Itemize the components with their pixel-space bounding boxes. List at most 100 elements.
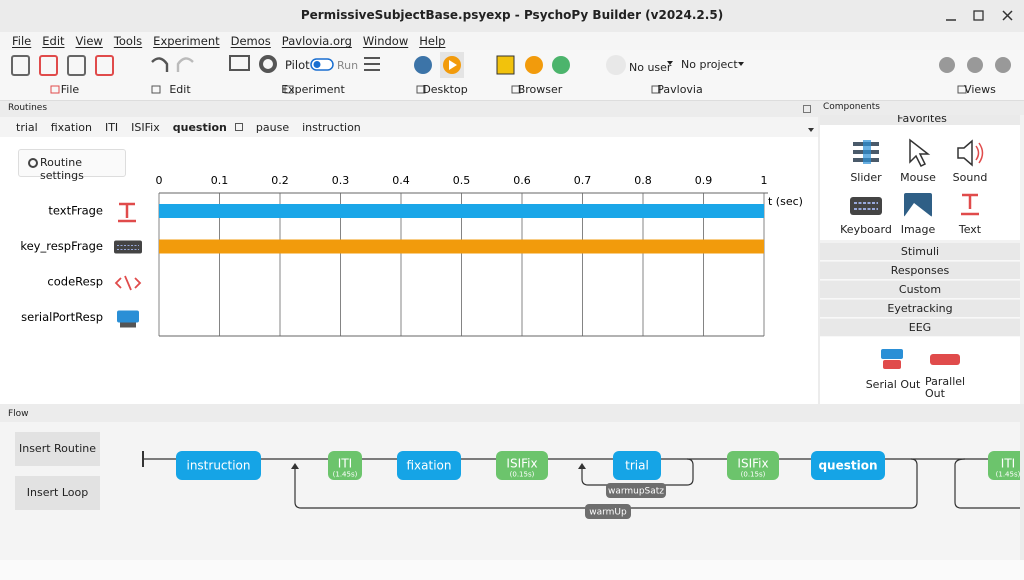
flow-panel: Flow Insert Routine Insert Loop instruction… [0,405,1024,560]
routine-label: ITI [1001,457,1015,471]
routine-label: ISIFix [506,457,537,471]
section-label[interactable]: Desktop [422,83,468,96]
flow-button[interactable]: Insert Routine [15,432,100,466]
routine-label: ISIFix [737,457,768,471]
menu-item[interactable]: Help [419,34,446,48]
run-label[interactable]: Run [337,59,359,72]
component-button-label[interactable]: Mouse [900,171,936,184]
component-button-label[interactable]: Keyboard [840,223,892,236]
slider-knob [863,140,871,164]
category-header[interactable]: Custom [820,281,1020,299]
routine-settings-button[interactable]: Routine settings [18,149,126,182]
runner-icon [364,57,380,71]
routine-duration: (0.15s) [510,471,535,479]
section-icon [651,85,661,94]
x-tick-label: 1 [761,174,768,187]
x-tick-label: 0.9 [695,174,713,187]
x-tick-label: 0.2 [271,174,289,187]
category-header[interactable]: Stimuli [820,243,1020,261]
view-icon [995,57,1011,73]
sync-icon [552,56,570,74]
loop-line [294,458,918,509]
serial-icon [117,310,139,323]
menu-bar: File Edit View Tools Experiment Demos Pavlovia… [0,32,1024,50]
flow-routine[interactable] [988,451,1020,480]
tab-close[interactable] [234,123,243,131]
section-label[interactable]: Edit [169,83,191,96]
category-header[interactable]: EEG [820,319,1020,337]
routine-tab[interactable]: pause [255,120,290,134]
menu-item[interactable]: View [75,34,103,48]
window-controls [946,10,1013,21]
loop-line [954,458,1020,509]
pilot-toggle-knob [313,61,321,68]
routine-tab[interactable]: question [172,120,227,134]
routine-label: fixation [407,459,452,473]
routine-tab[interactable]: ITI [104,120,119,134]
user-avatar [606,55,626,75]
menu-item[interactable]: Pavlovia.org [281,34,352,48]
flow-routine[interactable] [811,451,885,480]
axis-label: t (sec) [768,195,803,208]
component-button-label[interactable]: Sound [952,171,988,184]
monitor-icon [229,55,250,71]
menu-item[interactable]: File [12,34,32,48]
flow-routine[interactable] [727,451,779,480]
component-button-label[interactable]: Text [958,223,982,236]
category-header[interactable]: Responses [820,262,1020,280]
serial-out-icon [881,349,903,359]
loop-arrow [291,463,299,469]
routine-tab[interactable]: instruction [302,120,361,134]
category-header[interactable]: Eyetracking [820,300,1020,318]
menu-item[interactable]: Tools [113,34,143,48]
eeg-button-label[interactable]: Parallel Out [925,375,966,400]
panel-title: Flow [8,409,29,419]
file-icon [39,55,58,76]
component-icons [850,138,984,217]
dropdown-arrow [738,62,744,66]
flow-routine[interactable] [328,451,362,480]
section-label[interactable]: Experiment [281,83,345,96]
component-name: codeResp [47,275,103,289]
loop-label-box[interactable] [606,483,666,498]
flow-routine[interactable] [496,451,548,480]
flow-button[interactable]: Insert Loop [15,476,100,510]
routine-label: instruction [186,459,250,473]
section-icon [284,85,294,94]
menu-item[interactable]: Demos [230,34,271,48]
undo-icon [151,57,169,72]
section-label[interactable]: Pavlovia [657,83,703,96]
user-dropdown[interactable]: No user [629,61,672,74]
section-label[interactable]: File [60,83,80,96]
text-icon [961,193,979,216]
loop-line [581,458,694,486]
flow-routine[interactable] [176,451,261,480]
serial-out-icon-base [883,360,901,369]
settings-icon [259,55,277,73]
loop-label-box[interactable] [585,504,631,519]
menu-item[interactable]: Edit [42,34,65,48]
flow-routine[interactable] [613,451,661,480]
component-button-label[interactable]: Slider [850,171,882,184]
section-icon [511,85,521,94]
flow-routine[interactable] [397,451,461,480]
x-tick-label: 0.1 [211,174,229,187]
menu-item[interactable]: Experiment [153,34,220,48]
routine-tabs: trial fixation ITI ISIFix question pause instr… [0,117,818,137]
project-dropdown[interactable]: No project [681,58,738,71]
routine-tab[interactable]: ISIFix [131,120,160,134]
routine-duration: (1.45s) [333,471,358,479]
gear-icon [28,158,38,168]
component-button-label[interactable]: Image [900,223,936,236]
menu-item[interactable]: Window [362,34,409,48]
panel-header [820,101,1024,115]
eeg-button-label[interactable]: Serial Out [865,378,921,391]
section-label[interactable]: Views [964,83,996,96]
section-label[interactable]: Browser [517,83,563,96]
routine-tab[interactable]: trial [16,120,38,134]
routine-tab[interactable]: fixation [50,120,92,134]
routines-panel: Routines trial fixation ITI ISIFix question pa… [0,101,818,404]
timeline: 0 0.1 0.2 0.3 0.4 0.5 0.6 0.7 0.8 0.9 1t (sec) text… [20,174,803,337]
